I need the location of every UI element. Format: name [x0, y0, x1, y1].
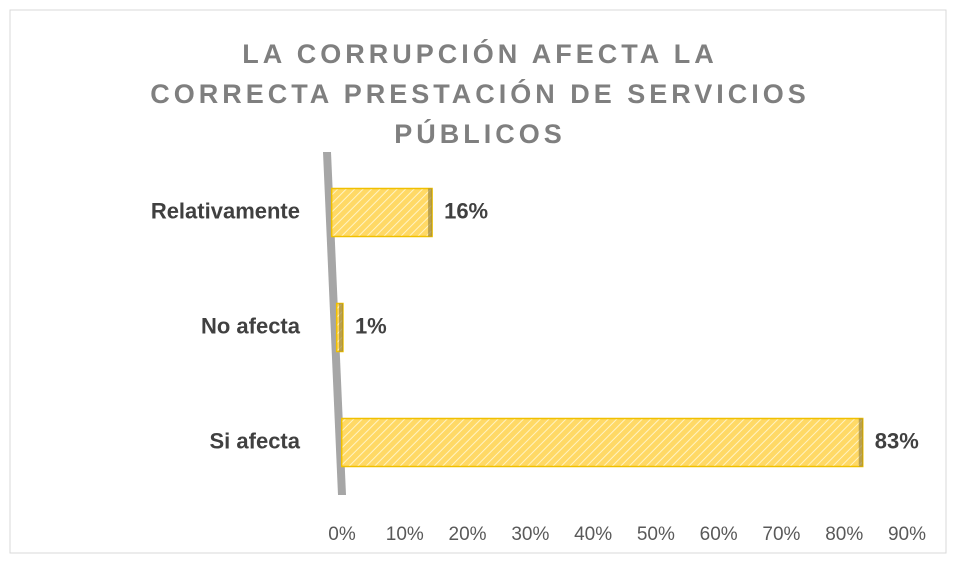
x-tick-label: 70%: [762, 524, 800, 545]
x-tick-label: 10%: [386, 524, 424, 545]
bar: [330, 187, 433, 238]
bar-side: [428, 188, 433, 237]
bar: [340, 417, 864, 468]
x-tick-label: 80%: [825, 524, 863, 545]
x-tick-label: 30%: [511, 524, 549, 545]
chart-title: LA CORRUPCIÓN AFECTA LA CORRECTA PRESTAC…: [150, 39, 810, 149]
bar-side: [338, 303, 343, 352]
y-tick-label: Relativamente: [151, 198, 300, 223]
y-tick-label: Si afecta: [210, 428, 301, 453]
y-tick-label: No afecta: [201, 313, 301, 338]
data-label: 83%: [875, 428, 919, 453]
chart-border: [9, 9, 947, 554]
x-tick-label: 40%: [574, 524, 612, 545]
data-label: 16%: [444, 198, 488, 223]
x-tick-label: 0%: [328, 524, 356, 545]
data-label: 1%: [355, 313, 387, 338]
x-tick-label: 90%: [888, 524, 926, 545]
x-tick-label: 20%: [449, 524, 487, 545]
bar-side: [858, 418, 863, 467]
axis-wall: [323, 152, 346, 495]
x-tick-label: 50%: [637, 524, 675, 545]
x-tick-label: 60%: [700, 524, 738, 545]
